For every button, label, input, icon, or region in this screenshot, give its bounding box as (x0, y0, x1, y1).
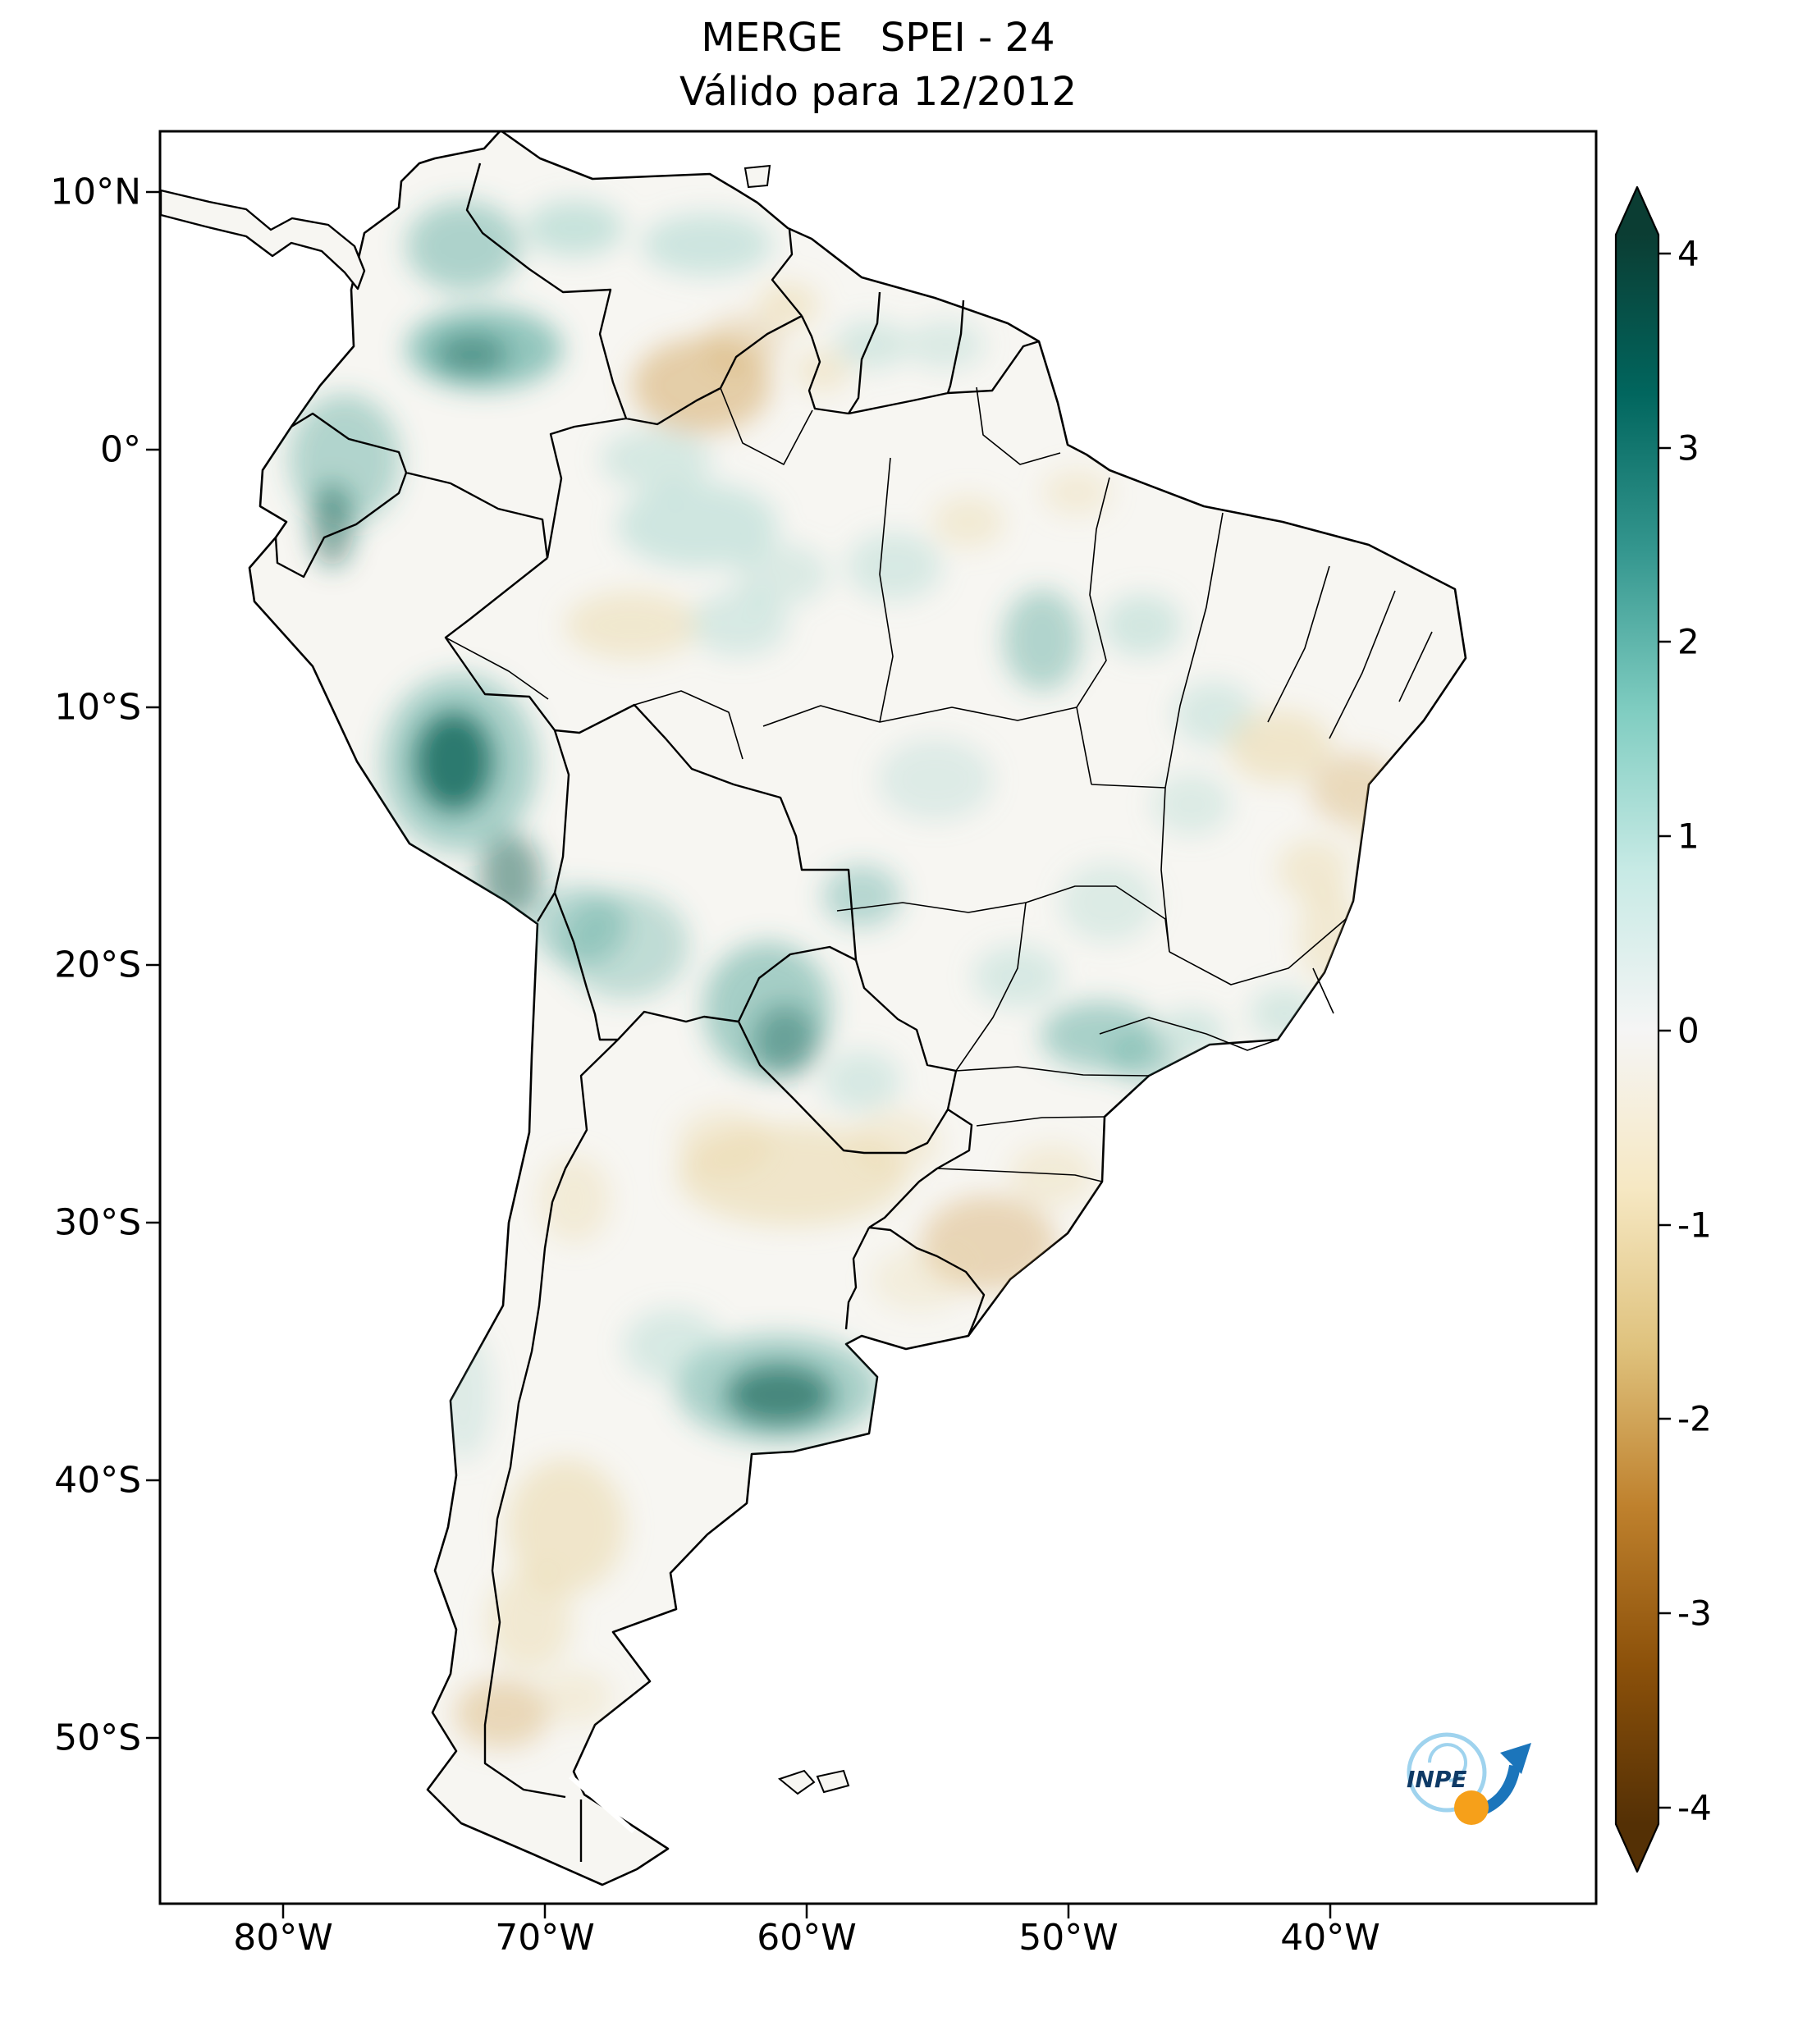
cbar-tick-3: 3 (1677, 428, 1700, 469)
magellan-strait (569, 1774, 635, 1834)
cbar-tick-m3: -3 (1677, 1593, 1712, 1634)
lat-tick-50s: 50°S (54, 1717, 141, 1759)
plot-frame (158, 130, 1598, 1905)
lat-tick-30s: 30°S (54, 1201, 141, 1244)
south-america-landmass (248, 131, 1467, 1886)
inpe-logo-swirl-inner (1428, 1743, 1467, 1782)
cbar-tick-4: 4 (1677, 233, 1700, 274)
lon-tick-80w: 80°W (233, 1917, 333, 1959)
cbar-tick-m1: -1 (1677, 1205, 1712, 1246)
lon-tick-50w: 50°W (1018, 1917, 1119, 1959)
map-plot-area: INPE (160, 131, 1531, 1886)
inpe-logo: INPE (1407, 1732, 1531, 1825)
colorbar-gradient (1614, 185, 1660, 1873)
lon-tick-40w: 40°W (1280, 1917, 1380, 1959)
trinidad-island (743, 164, 771, 189)
lon-tick-60w: 60°W (757, 1917, 857, 1959)
colorbar (1614, 185, 1671, 1873)
lat-tick-10n: 10°N (50, 171, 141, 213)
lat-tick-10s: 10°S (54, 686, 141, 729)
map-title: MERGE SPEI - 24 (701, 15, 1055, 61)
inpe-logo-swirl (1407, 1732, 1487, 1813)
cbar-tick-m4: -4 (1677, 1787, 1712, 1828)
central-america-landmass (160, 189, 366, 290)
colorbar-tick-marks (1658, 252, 1671, 1809)
lat-tick-0: 0° (100, 428, 141, 471)
lon-tick-70w: 70°W (495, 1917, 595, 1959)
axis-tick-marks (146, 190, 1332, 1918)
cbar-tick-0: 0 (1677, 1010, 1700, 1051)
spei-field (289, 200, 1420, 1748)
state-borders (445, 386, 1433, 1182)
inpe-logo-text: INPE (1407, 1766, 1467, 1793)
lat-tick-40s: 40°S (54, 1459, 141, 1502)
map-subtitle: Válido para 12/2012 (679, 69, 1077, 115)
country-borders (274, 162, 1040, 1862)
lat-tick-20s: 20°S (54, 944, 141, 986)
cbar-tick-1: 1 (1677, 816, 1700, 857)
cbar-tick-2: 2 (1677, 621, 1700, 662)
inpe-logo-orange-dot (1454, 1790, 1489, 1825)
cbar-tick-m2: -2 (1677, 1398, 1712, 1439)
inpe-logo-arrowhead (1500, 1743, 1531, 1774)
falkland-islands (777, 1769, 850, 1795)
